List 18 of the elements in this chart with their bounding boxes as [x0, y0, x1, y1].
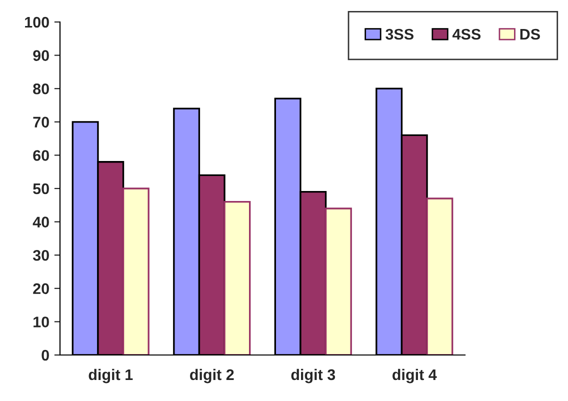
y-tick-label: 100 [25, 16, 49, 28]
legend-label: 3SS [386, 28, 414, 40]
y-tick-label: 70 [33, 116, 49, 128]
y-tick-label: 30 [32, 250, 49, 261]
y-tick-label: 90 [33, 50, 49, 61]
y-tick-label: 50 [33, 183, 49, 194]
y-tick-label: 60 [33, 150, 49, 161]
y-tick-label: 10 [34, 316, 49, 328]
x-tick-label: digit 1 [88, 368, 133, 384]
y-tick-label: 0 [42, 350, 49, 361]
y-tick-label: 20 [33, 283, 49, 294]
y-tick-label: 80 [33, 83, 49, 94]
x-tick-label: digit 3 [291, 368, 336, 384]
legend-label: 4SS [452, 28, 481, 40]
x-tick-label: digit 2 [190, 368, 234, 384]
x-tick-label: digit 4 [392, 368, 437, 384]
y-tick-label: 40 [32, 216, 49, 228]
legend-label: DS [520, 28, 540, 40]
